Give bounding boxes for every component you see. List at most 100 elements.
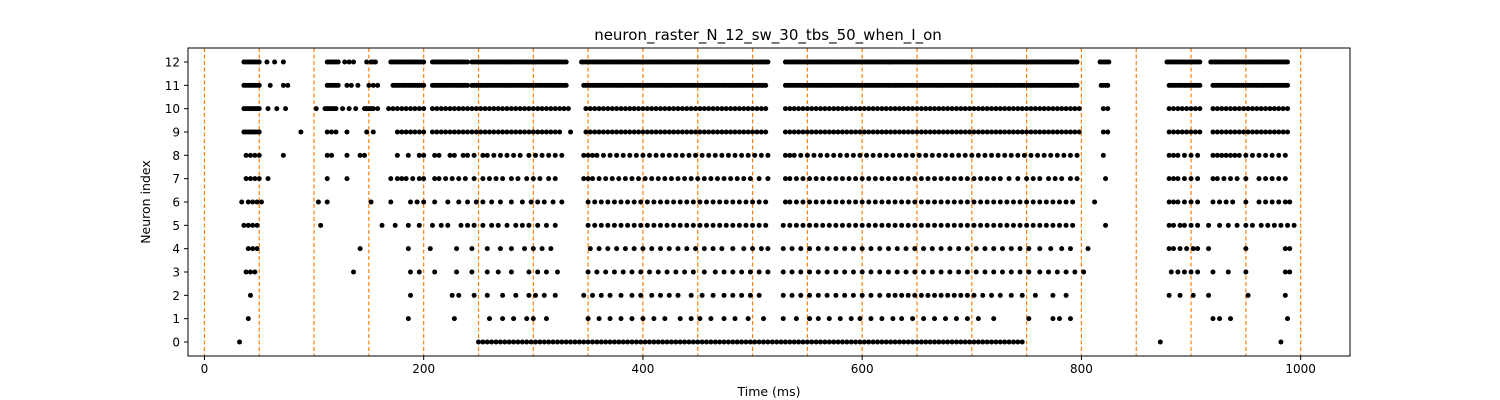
- spike-point: [414, 199, 420, 205]
- spike-point: [1067, 316, 1073, 322]
- spike-point: [1166, 222, 1172, 228]
- spike-point: [800, 129, 806, 135]
- spike-point: [1232, 129, 1238, 135]
- spike-point: [958, 199, 964, 205]
- spike-point: [710, 292, 716, 298]
- spike-point: [989, 106, 995, 112]
- spike-point: [747, 176, 753, 182]
- spike-point: [526, 106, 532, 112]
- spike-point: [958, 106, 964, 112]
- spike-point: [596, 246, 602, 252]
- spike-point: [723, 129, 729, 135]
- spike-point: [980, 292, 986, 298]
- spike-point: [1232, 106, 1238, 112]
- spike-point: [903, 152, 909, 158]
- spike-point: [857, 339, 863, 345]
- spike-point: [469, 246, 475, 252]
- spike-point: [565, 106, 571, 112]
- spike-point: [763, 129, 769, 135]
- spike-point: [905, 199, 911, 205]
- spike-point: [568, 129, 574, 135]
- spike-point: [868, 292, 874, 298]
- spike-point: [1245, 129, 1251, 135]
- spike-point: [953, 339, 959, 345]
- spike-point: [568, 339, 574, 345]
- spike-point: [997, 176, 1003, 182]
- spike-point: [684, 129, 690, 135]
- spike-point: [822, 129, 828, 135]
- spike-point: [673, 339, 679, 345]
- spike-point: [780, 316, 786, 322]
- spike-point: [561, 106, 567, 112]
- spike-point: [557, 106, 563, 112]
- spike-point: [787, 199, 793, 205]
- spike-point: [594, 152, 600, 158]
- y-tick-label: 6: [172, 196, 180, 210]
- spike-point: [885, 246, 891, 252]
- spike-point: [618, 199, 624, 205]
- spike-point: [432, 176, 438, 182]
- spike-point: [438, 222, 444, 228]
- spike-point: [366, 82, 372, 88]
- spike-point: [750, 129, 756, 135]
- spike-point: [552, 152, 558, 158]
- spike-point: [866, 106, 872, 112]
- spike-point: [1214, 129, 1220, 135]
- spike-point: [1188, 199, 1194, 205]
- spike-point: [732, 106, 738, 112]
- spike-point: [491, 129, 497, 135]
- spike-point: [945, 222, 951, 228]
- spike-point: [818, 152, 824, 158]
- spike-point: [1276, 199, 1282, 205]
- spike-point: [533, 292, 539, 298]
- spike-point: [850, 152, 856, 158]
- spike-point: [837, 152, 843, 158]
- spike-point: [611, 222, 617, 228]
- spike-point: [879, 316, 885, 322]
- spike-point: [473, 199, 479, 205]
- spike-point: [500, 316, 506, 322]
- spike-point: [747, 292, 753, 298]
- spike-point: [590, 292, 596, 298]
- spike-point: [631, 129, 637, 135]
- spike-point: [550, 339, 556, 345]
- spike-point: [958, 129, 964, 135]
- spike-point: [1291, 222, 1297, 228]
- spike-point: [351, 269, 357, 275]
- spike-point: [958, 292, 964, 298]
- spike-point: [1249, 129, 1255, 135]
- spike-point: [973, 269, 979, 275]
- spike-point: [984, 129, 990, 135]
- spike-point: [324, 199, 330, 205]
- spike-point: [493, 339, 499, 345]
- spike-point: [958, 339, 964, 345]
- spike-point: [997, 222, 1003, 228]
- spike-point: [894, 246, 900, 252]
- spike-point: [677, 339, 683, 345]
- spike-point: [592, 106, 598, 112]
- spike-point: [543, 269, 549, 275]
- spike-point: [787, 106, 793, 112]
- spike-point: [938, 269, 944, 275]
- spike-point: [789, 246, 795, 252]
- x-tick-label: 0: [201, 362, 209, 376]
- spike-point: [541, 339, 547, 345]
- spike-point: [651, 339, 657, 345]
- spike-point: [765, 339, 771, 345]
- spike-point: [590, 152, 596, 158]
- spike-point: [798, 269, 804, 275]
- spike-point: [710, 129, 716, 135]
- spike-point: [252, 176, 258, 182]
- spike-point: [517, 106, 523, 112]
- spike-point: [1181, 199, 1187, 205]
- spike-point: [454, 246, 460, 252]
- spike-point: [429, 106, 435, 112]
- spike-point: [1219, 129, 1225, 135]
- spike-point: [826, 339, 832, 345]
- spike-point: [432, 199, 438, 205]
- spike-point: [633, 152, 639, 158]
- spike-point: [357, 246, 363, 252]
- spike-point: [890, 152, 896, 158]
- spike-point: [1017, 246, 1023, 252]
- spike-point: [458, 222, 464, 228]
